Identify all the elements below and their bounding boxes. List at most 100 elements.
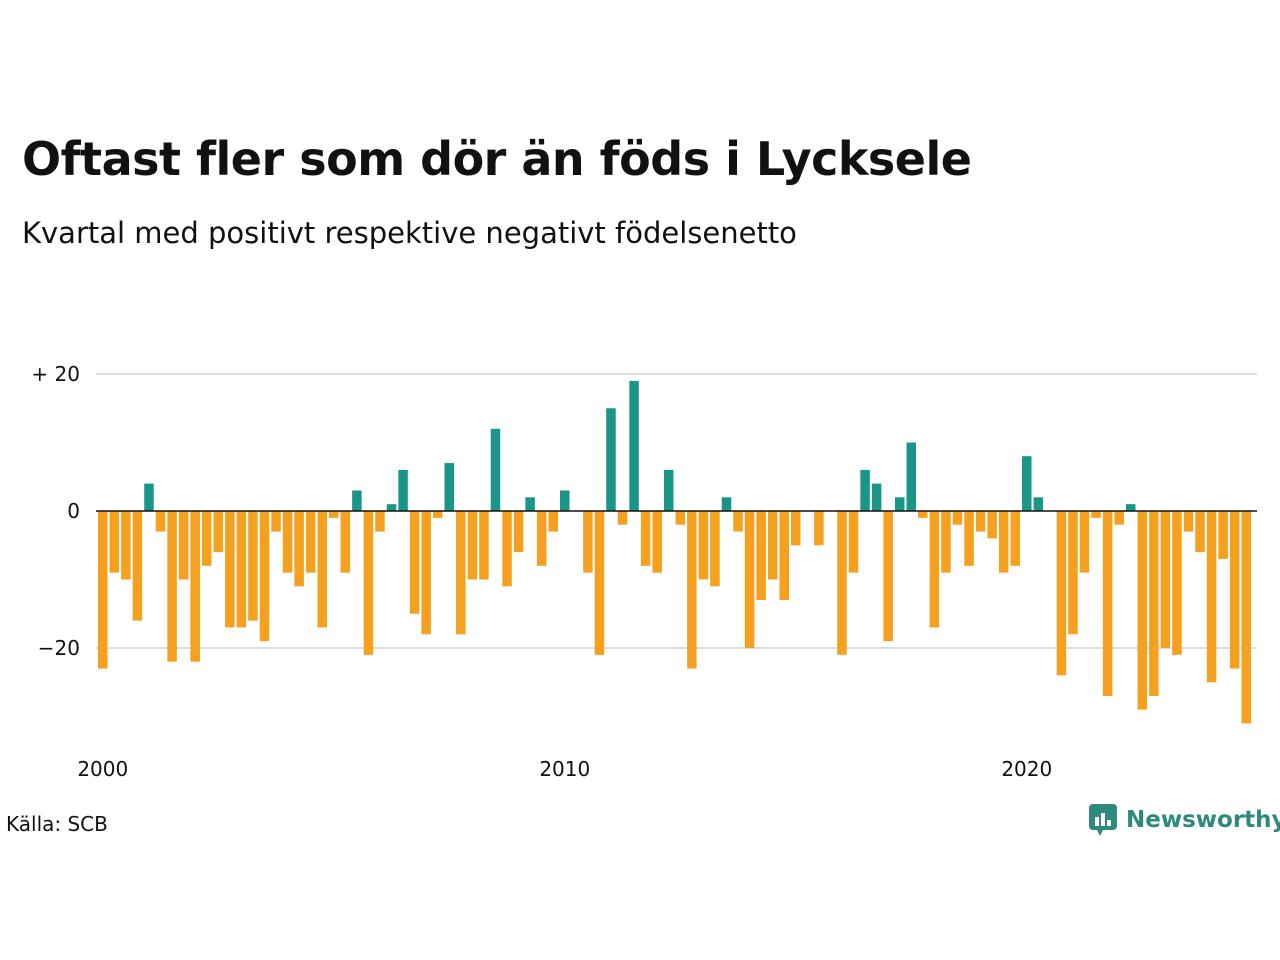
bar <box>629 380 639 511</box>
bar <box>733 511 743 532</box>
bar <box>1010 511 1020 566</box>
bar <box>109 511 120 573</box>
bar <box>941 511 951 573</box>
y-axis-ticks: + 20 0 −20 <box>31 362 80 660</box>
bar <box>640 511 651 566</box>
bar <box>1149 511 1159 696</box>
x-tick-label: 2000 <box>77 757 128 781</box>
bar <box>929 511 940 628</box>
bar <box>282 511 293 573</box>
bar <box>883 511 893 642</box>
bar-chart: + 20 0 −20 2000 2010 2020 <box>31 362 1257 781</box>
bar <box>791 511 801 546</box>
bar <box>375 511 385 532</box>
bar <box>536 511 547 566</box>
y-tick-label: −20 <box>38 636 80 660</box>
bar <box>317 511 327 628</box>
bar <box>213 511 224 553</box>
bar <box>1114 511 1124 525</box>
bar <box>652 511 662 573</box>
bar <box>201 511 212 566</box>
bar <box>744 511 755 648</box>
y-tick-label: + 20 <box>31 362 80 386</box>
bar <box>698 511 709 580</box>
bar <box>998 511 1009 573</box>
bar <box>432 511 443 518</box>
bar <box>1218 511 1228 559</box>
bar <box>132 511 143 621</box>
bar <box>1079 511 1090 573</box>
bar <box>444 463 455 511</box>
bar <box>271 511 281 532</box>
bar <box>340 511 351 573</box>
bar <box>779 511 789 601</box>
bar <box>767 511 778 580</box>
bar <box>248 511 258 621</box>
bar <box>975 511 986 532</box>
bar <box>363 511 374 655</box>
bar <box>560 490 570 511</box>
bar <box>513 511 524 553</box>
bar <box>663 469 674 511</box>
bar <box>987 511 997 539</box>
bar <box>467 511 478 580</box>
brand-name: Newsworthy <box>1126 807 1280 833</box>
bar <box>837 511 847 655</box>
bar <box>964 511 974 566</box>
bar <box>1033 497 1044 511</box>
brand-logo: Newsworthy <box>1088 803 1280 837</box>
x-tick-label: 2020 <box>1001 757 1052 781</box>
bar <box>329 511 339 518</box>
bar <box>1068 511 1078 635</box>
x-axis-ticks: 2000 2010 2020 <box>77 757 1052 781</box>
bar <box>1091 511 1101 518</box>
bar <box>871 483 882 511</box>
bar <box>456 511 466 635</box>
bar <box>860 469 870 511</box>
bar <box>1172 511 1182 655</box>
bar <box>225 511 235 628</box>
bar <box>894 497 905 511</box>
bar <box>386 504 397 511</box>
bar <box>236 511 247 628</box>
bar <box>617 511 628 525</box>
bar <box>178 511 189 580</box>
chart-title: Oftast fler som dör än föds i Lycksele <box>22 132 972 186</box>
bar <box>421 511 431 635</box>
bar <box>952 511 963 525</box>
x-tick-label: 2010 <box>539 757 590 781</box>
bar <box>1229 511 1240 669</box>
bar <box>687 511 697 669</box>
bar <box>1125 504 1136 511</box>
bar <box>583 511 593 573</box>
bar <box>1137 511 1148 710</box>
bar <box>479 511 489 580</box>
bar <box>710 511 720 587</box>
bars <box>98 380 1251 724</box>
bar <box>259 511 270 642</box>
bar <box>1102 511 1113 696</box>
bar <box>1056 511 1067 676</box>
bar <box>398 469 408 511</box>
bar <box>1160 511 1171 648</box>
bar <box>594 511 605 655</box>
bar <box>606 408 616 511</box>
bar <box>190 511 200 662</box>
bar <box>548 511 558 532</box>
bar <box>144 483 154 511</box>
bar <box>1022 456 1032 511</box>
bar <box>155 511 166 532</box>
bar <box>1241 511 1251 724</box>
bar <box>294 511 304 587</box>
chart-subtitle: Kvartal med positivt respektive negativt… <box>22 216 797 250</box>
bar <box>814 511 824 546</box>
bar <box>409 511 420 614</box>
bar <box>502 511 512 587</box>
bar <box>1195 511 1205 553</box>
bar <box>675 511 686 525</box>
y-tick-label: 0 <box>67 499 80 523</box>
bar <box>756 511 766 601</box>
bar <box>305 511 316 573</box>
bar <box>352 490 362 511</box>
source-note: Källa: SCB <box>6 812 108 836</box>
